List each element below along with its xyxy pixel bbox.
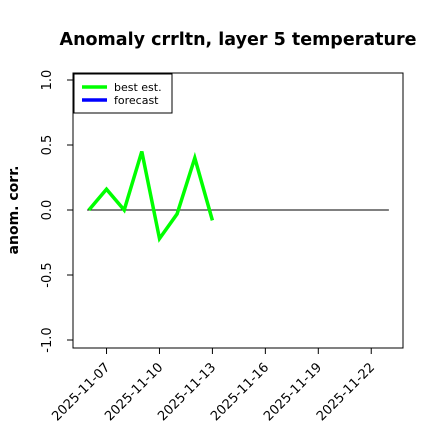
y-tick-label: -0.5 (40, 262, 55, 287)
y-tick-label: 1.0 (40, 70, 55, 91)
legend: best est.forecast (73, 73, 173, 114)
y-tick-label: 0.5 (40, 135, 55, 156)
series-line-best-est (87, 150, 215, 243)
legend-entry-label: best est. (114, 81, 162, 94)
legend-box (73, 73, 173, 114)
axes: -1.0-0.50.00.51.02025-11-072025-11-10202… (40, 70, 404, 424)
chart-title: Anomaly crrltn, layer 5 temperature (60, 30, 417, 50)
plot-area (87, 150, 389, 243)
legend-entry-label: forecast (114, 94, 159, 107)
y-axis-label: anom. corr. (6, 166, 22, 255)
y-tick-label: -1.0 (40, 327, 55, 352)
y-tick-label: 0.0 (40, 200, 55, 221)
